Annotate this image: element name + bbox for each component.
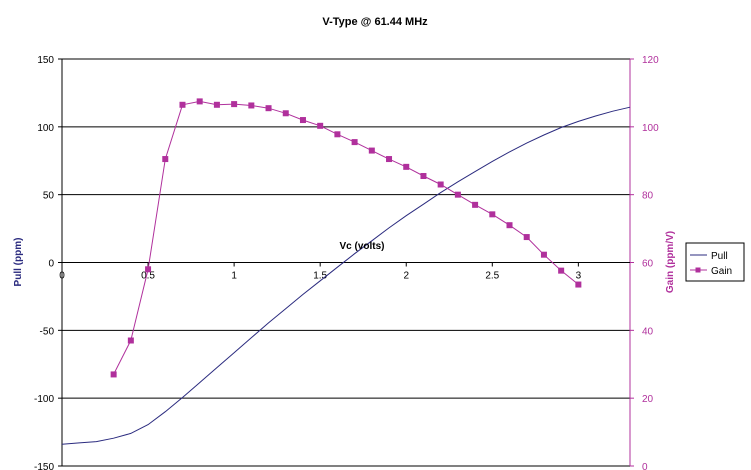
- gain-point: [454, 191, 461, 198]
- gain-point: [523, 234, 530, 241]
- gain-point: [248, 102, 255, 109]
- gain-point: [351, 139, 358, 146]
- y-tick-label: 0: [48, 259, 54, 270]
- gain-point: [231, 101, 238, 108]
- y-tick-label: -50: [40, 326, 55, 337]
- x-tick-label: 3: [576, 271, 582, 282]
- y-tick-label: 50: [43, 191, 55, 202]
- gain-point: [265, 105, 272, 112]
- legend-gain-marker: [695, 267, 701, 273]
- y-tick-label: 150: [37, 55, 54, 66]
- pull-line: [61, 106, 631, 445]
- y-axis-label: Pull (ppm): [13, 238, 24, 287]
- chart-title: V-Type @ 61.44 MHz: [322, 16, 428, 28]
- gain-point: [575, 281, 582, 288]
- gain-point: [386, 156, 393, 163]
- gain-point: [558, 267, 565, 274]
- y2-tick-label: 60: [642, 259, 654, 270]
- series-pull: [61, 106, 631, 445]
- x-tick-label: 2.5: [485, 271, 499, 282]
- y2-axis-label: Gain (ppm/V): [665, 231, 676, 293]
- y-axis-right: 0 20 40 60 80 100 120: [630, 55, 659, 470]
- legend: Pull Gain: [685, 242, 745, 282]
- y-tick-label: -150: [34, 462, 54, 470]
- y-tick-label: -100: [34, 394, 54, 405]
- gain-point: [437, 181, 444, 188]
- gain-point: [317, 122, 324, 129]
- x-tick-label: 2: [403, 271, 409, 282]
- y2-tick-label: 0: [642, 462, 648, 470]
- y2-tick-label: 40: [642, 326, 654, 337]
- gain-point: [196, 98, 203, 105]
- series-gain: [110, 98, 582, 378]
- y2-tick-label: 120: [642, 55, 659, 66]
- gain-point: [334, 131, 341, 138]
- y2-tick-label: 80: [642, 191, 654, 202]
- gain-point: [489, 211, 496, 218]
- x-axis-label: Vc (volts): [339, 241, 384, 252]
- x-tick-label: 1: [231, 271, 237, 282]
- x-tick-label: 0.5: [141, 271, 155, 282]
- gain-point: [282, 110, 289, 117]
- legend-gain-label: Gain: [711, 266, 732, 277]
- legend-box: [685, 242, 745, 282]
- gain-point: [145, 266, 152, 273]
- y2-tick-label: 20: [642, 394, 654, 405]
- gain-point: [420, 173, 427, 180]
- legend-pull-label: Pull: [711, 251, 728, 262]
- x-tick-label: 1.5: [313, 271, 327, 282]
- gain-point: [540, 251, 547, 258]
- gain-point: [213, 101, 220, 108]
- gain-point: [299, 117, 306, 124]
- gain-point: [110, 371, 117, 378]
- gain-point: [127, 337, 134, 344]
- x-tick-label: 0: [59, 271, 65, 282]
- gain-line: [113, 100, 579, 375]
- gain-point: [179, 101, 186, 108]
- x-axis: 0 0.5 1 1.5 2 2.5 3: [59, 262, 630, 282]
- y-axis-left: -150 -100 -50 0 50 100 150: [34, 55, 62, 470]
- gain-point: [403, 163, 410, 170]
- gain-point: [162, 156, 169, 163]
- gain-point: [472, 201, 479, 208]
- y2-tick-label: 100: [642, 123, 659, 134]
- y-tick-label: 100: [37, 123, 54, 134]
- gain-point: [506, 222, 513, 229]
- gain-point: [368, 147, 375, 154]
